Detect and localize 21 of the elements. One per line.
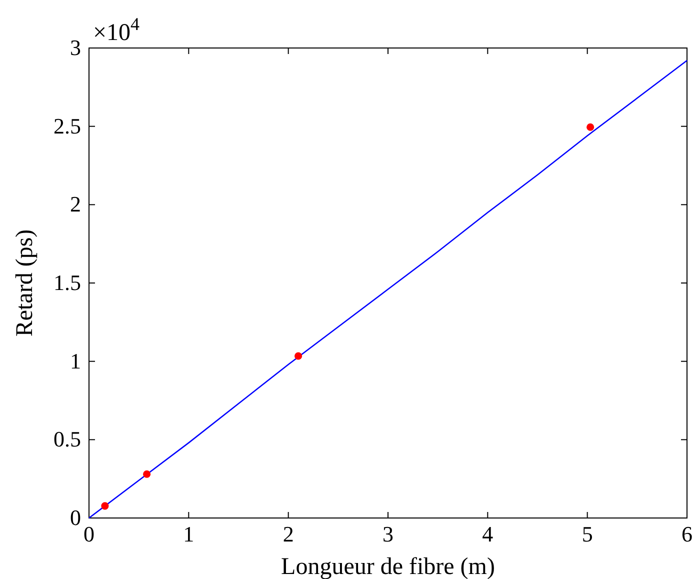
point <box>586 123 594 131</box>
y-axis-title: Retard (ps) <box>12 229 38 337</box>
x-tick-label: 2 <box>282 522 294 547</box>
x-tick-label: 3 <box>382 522 394 547</box>
y-tick-label: 0 <box>70 505 81 530</box>
y-tick-label: 2 <box>70 192 81 217</box>
x-tick-label: 5 <box>582 522 593 547</box>
line-series <box>88 60 688 519</box>
y-tick-label: 0.5 <box>54 426 81 452</box>
point <box>101 502 109 510</box>
x-tick-label: 4 <box>482 522 494 547</box>
text: ×10$^{4}$ <box>93 14 140 46</box>
x-tick-label: 1 <box>183 522 194 547</box>
y-tick-label: 1.5 <box>54 270 81 296</box>
y-tick-label: 1 <box>70 348 81 374</box>
y-tick-label: 2.5 <box>54 113 81 138</box>
x-tick-label: 6 <box>682 522 692 547</box>
x-axis-title: Longueur de fibre (m) <box>281 554 495 579</box>
point <box>294 352 302 360</box>
point <box>143 470 151 478</box>
y-tick-label: 3 <box>70 35 81 60</box>
